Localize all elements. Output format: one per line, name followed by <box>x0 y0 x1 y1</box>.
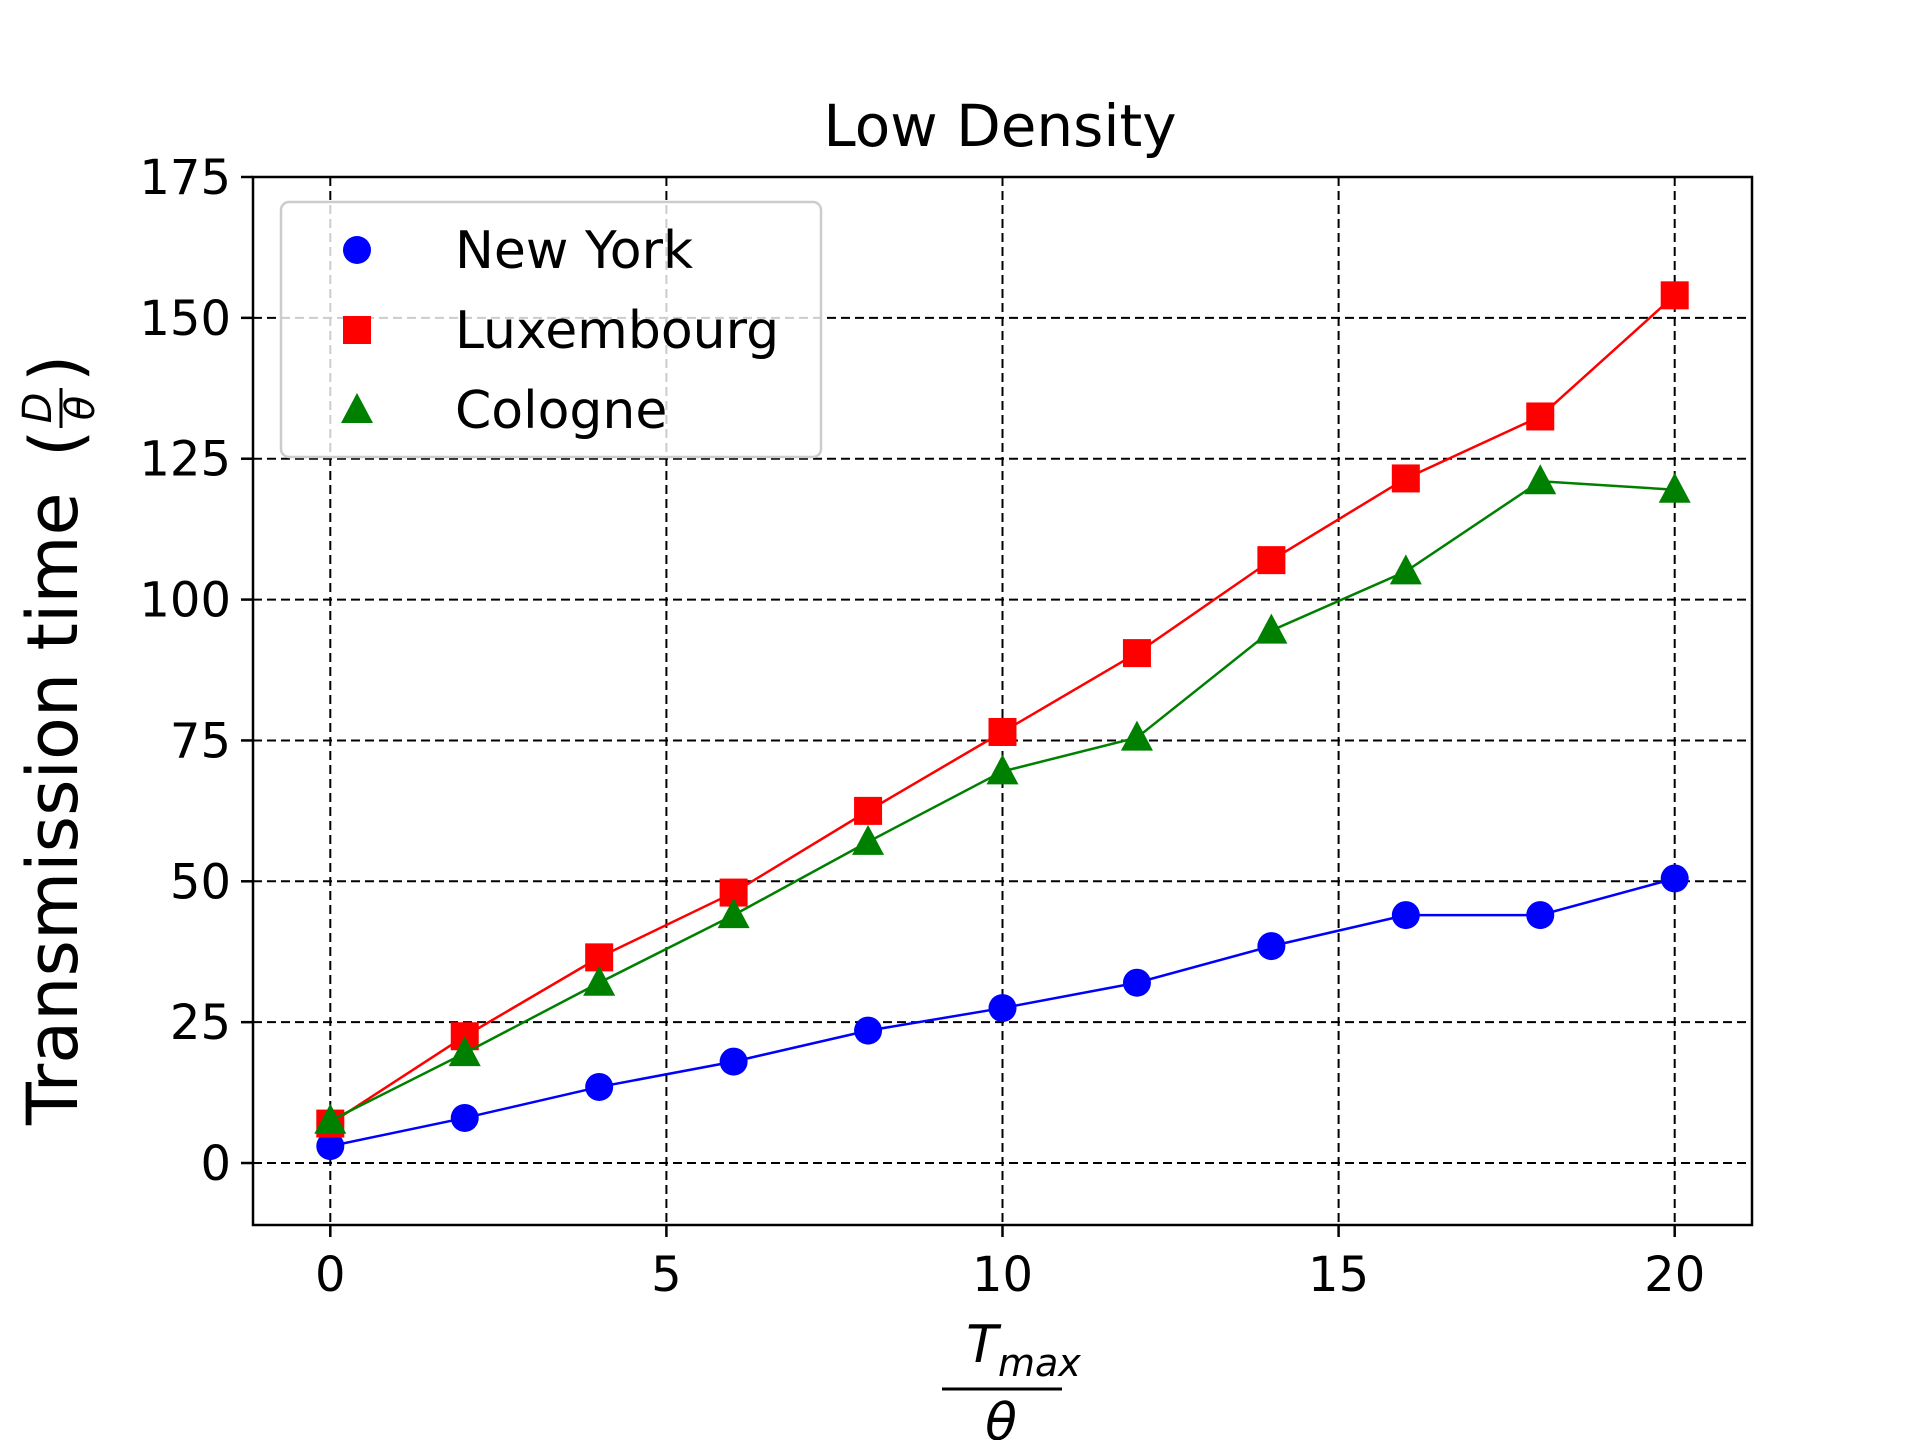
legend-item-new-york: New York <box>343 221 693 281</box>
svg-text:T: T <box>966 1315 1002 1375</box>
data-point-luxembourg <box>988 717 1017 746</box>
x-tick-label: 15 <box>1308 1247 1369 1303</box>
svg-text:D: D <box>15 393 61 424</box>
legend-marker-luxembourg <box>343 316 371 344</box>
data-point-luxembourg <box>1122 639 1151 668</box>
data-point-new-york <box>450 1103 479 1132</box>
series-luxembourg <box>316 281 1689 1138</box>
y-tick-label: 25 <box>170 995 231 1051</box>
data-point-cologne <box>314 1103 347 1134</box>
svg-text:): ) <box>15 355 97 382</box>
legend-item-luxembourg: Luxembourg <box>343 301 779 361</box>
data-point-luxembourg <box>1660 281 1689 310</box>
data-point-luxembourg <box>1526 402 1555 431</box>
x-tick-label: 5 <box>651 1247 682 1303</box>
data-point-new-york <box>1391 901 1420 930</box>
plot-series <box>314 281 1691 1161</box>
data-point-cologne <box>986 754 1019 785</box>
y-tick-label: 100 <box>139 573 231 629</box>
data-point-new-york <box>1526 901 1555 930</box>
svg-text:θ: θ <box>985 1393 1017 1440</box>
data-point-new-york <box>988 994 1017 1023</box>
data-point-luxembourg <box>854 796 883 825</box>
series-cologne <box>314 464 1691 1134</box>
axis-ticks: 0 5 10 15 20 0 25 50 75 100 125 150 175 <box>139 150 1705 1303</box>
x-tick-label: 0 <box>315 1247 346 1303</box>
data-point-new-york <box>719 1047 748 1076</box>
data-point-cologne <box>1389 554 1422 585</box>
y-tick-label: 150 <box>139 291 231 347</box>
data-point-cologne <box>583 965 616 996</box>
y-tick-label: 125 <box>139 432 231 488</box>
legend: New York Luxembourg Cologne <box>279 200 823 459</box>
data-point-new-york <box>316 1132 345 1161</box>
data-point-luxembourg <box>1391 464 1420 493</box>
legend-marker-cologne <box>341 393 373 423</box>
data-point-new-york <box>585 1072 614 1101</box>
legend-label-cologne: Cologne <box>455 381 667 441</box>
data-point-new-york <box>854 1016 883 1045</box>
x-axis-label: T max θ <box>942 1315 1081 1440</box>
data-point-new-york <box>1257 932 1286 961</box>
data-point-cologne <box>852 824 885 855</box>
series-new-york <box>316 864 1689 1161</box>
svg-text:max: max <box>998 1341 1081 1385</box>
y-tick-label: 0 <box>200 1136 231 1192</box>
svg-text:(: ( <box>15 430 97 457</box>
legend-label-luxembourg: Luxembourg <box>455 301 779 361</box>
chart-title: Low Density <box>823 92 1176 160</box>
y-tick-label: 50 <box>170 854 231 910</box>
legend-item-cologne: Cologne <box>341 381 667 441</box>
data-point-new-york <box>1660 864 1689 893</box>
data-point-cologne <box>717 898 750 929</box>
data-point-cologne <box>448 1036 481 1067</box>
x-tick-label: 20 <box>1644 1247 1705 1303</box>
data-point-cologne <box>1120 720 1153 751</box>
legend-box <box>279 200 823 459</box>
data-point-new-york <box>1122 968 1151 997</box>
x-tick-label: 10 <box>972 1247 1033 1303</box>
legend-marker-new-york <box>343 236 371 264</box>
data-point-cologne <box>1658 472 1691 503</box>
svg-text:Transmission time: Transmission time <box>12 492 94 1126</box>
data-point-cologne <box>1524 464 1557 495</box>
data-point-luxembourg <box>1257 546 1286 575</box>
y-tick-label: 175 <box>139 150 231 206</box>
y-tick-label: 75 <box>170 713 231 769</box>
y-axis-label: Transmission time ( D θ ) <box>12 355 104 1126</box>
legend-label-new-york: New York <box>455 221 693 281</box>
svg-text:θ: θ <box>58 396 104 420</box>
data-point-cologne <box>1255 613 1288 644</box>
